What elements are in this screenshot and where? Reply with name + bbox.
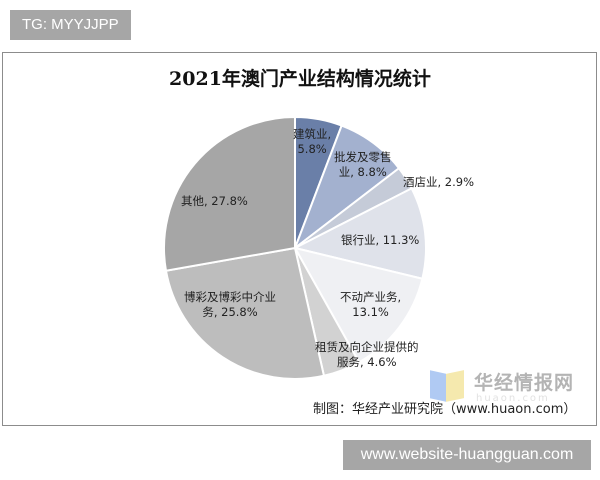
label-other: 其他, 27.8% <box>181 194 248 209</box>
watermark-text: 华经情报网 <box>474 372 575 394</box>
label-hotel: 酒店业, 2.9% <box>403 175 474 190</box>
pie-slice <box>164 246 326 380</box>
label-line: 租赁及向企业提供的 <box>315 340 419 354</box>
label-line: 酒店业, 2.9% <box>403 175 475 189</box>
label-construction: 建筑业, 5.8% <box>293 127 331 157</box>
label-line: 服务, 4.6% <box>336 355 397 369</box>
label-leasing: 租赁及向企业提供的 服务, 4.6% <box>315 340 419 370</box>
pie-slice <box>293 246 424 364</box>
watermark-subtext: huaon.com <box>476 393 550 404</box>
label-line: 不动产业务, <box>340 290 402 304</box>
label-line: 建筑业, <box>293 127 332 141</box>
label-gaming: 博彩及博彩中介业 务, 25.8% <box>184 290 276 320</box>
label-real-estate: 不动产业务, 13.1% <box>340 290 401 320</box>
label-banking: 银行业, 11.3% <box>341 233 419 248</box>
label-line: 业, 8.8% <box>338 165 387 179</box>
label-line: 批发及零售 <box>334 150 392 164</box>
label-line: 13.1% <box>352 305 389 319</box>
label-line: 其他, 27.8% <box>181 194 248 208</box>
label-line: 5.8% <box>297 142 327 156</box>
pie-slice <box>292 187 427 280</box>
chart-title: 2021年澳门产业结构情况统计 <box>169 68 431 90</box>
label-line: 博彩及博彩中介业 <box>184 290 276 304</box>
label-line: 务, 25.8% <box>202 305 258 319</box>
label-line: 银行业, 11.3% <box>341 233 420 247</box>
label-wholesale: 批发及零售 业, 8.8% <box>334 150 392 180</box>
top-tag: TG: MYYJJPP <box>10 10 131 40</box>
footer-tag: www.website-huangguan.com <box>343 440 591 470</box>
pie-slice <box>163 115 296 272</box>
chart-credit: 制图：华经产业研究院（www.huaon.com） <box>313 402 577 417</box>
